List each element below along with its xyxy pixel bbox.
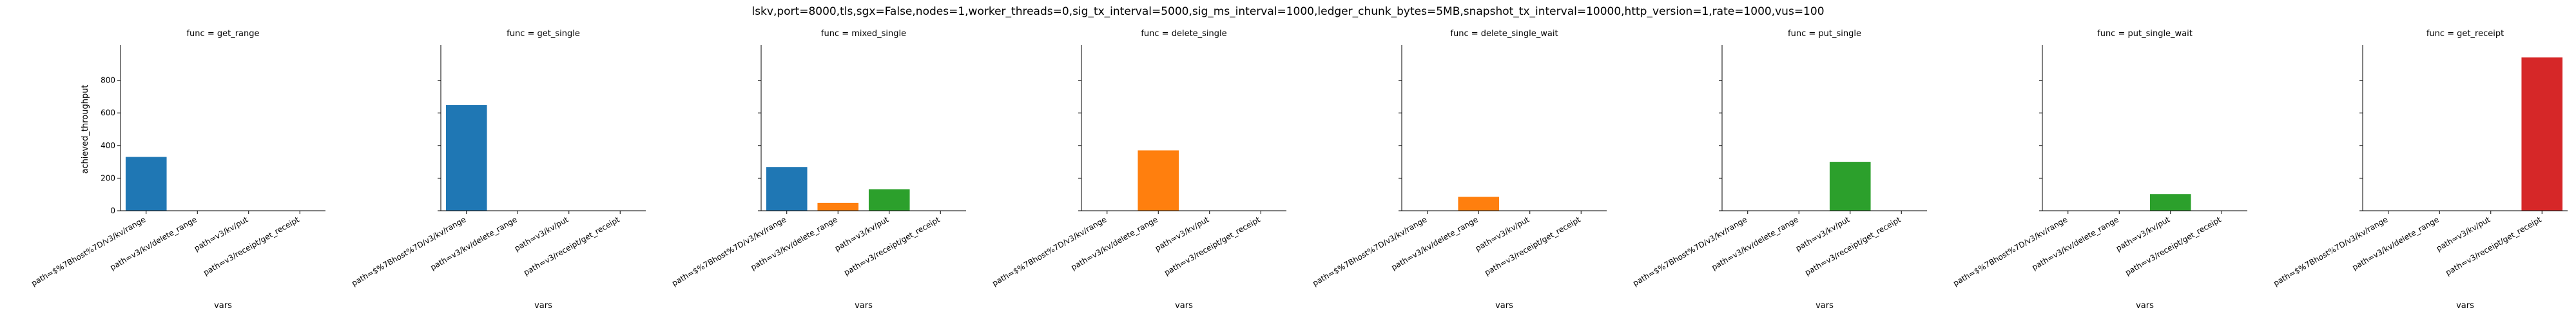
x-tick-label: path=v3/kv/delete_range [1390,215,1479,272]
figure-title: lskv,port=8000,tls,sgx=False,nodes=1,wor… [751,5,1825,18]
x-tick-label: path=v3/kv/delete_range [1710,215,1799,272]
x-tick-label: path=v3/kv/delete_range [1069,215,1159,272]
x-tick-label: path=v3/kv/delete_range [108,215,198,272]
x-tick-label: path=v3/kv/delete_range [2030,215,2120,272]
x-tick-label: path=v3/receipt/get_receipt [2124,215,2223,277]
x-tick-label: path=v3/kv/delete_range [749,215,838,272]
bar [2521,57,2563,211]
y-tick-label: 600 [101,108,115,117]
x-tick-label: path=v3/kv/delete_range [2350,215,2440,272]
y-axis-label: achieved_throughput [81,84,90,173]
panel-title: func = put_single_wait [2097,29,2193,39]
bar [125,157,167,211]
y-tick-label: 800 [101,76,115,85]
bar [766,167,808,211]
x-axis-label: vars [1175,301,1193,311]
bar [1458,197,1500,211]
y-tick-label: 0 [110,206,115,215]
x-axis-label: vars [534,301,552,311]
bar [868,189,910,211]
y-tick-label: 200 [101,173,115,182]
x-tick-label: path=v3/receipt/get_receipt [1483,215,1582,277]
x-tick-label: path=v3/receipt/get_receipt [842,215,942,277]
x-tick-label: path=v3/receipt/get_receipt [1163,215,1262,277]
x-tick-label: path=v3/kv/delete_range [429,215,518,272]
bar [1829,162,1871,211]
panel-title: func = delete_single [1141,29,1226,39]
panel-title: func = get_single [507,29,580,39]
bar [445,105,487,211]
x-tick-label: path=v3/receipt/get_receipt [1803,215,1903,277]
x-axis-label: vars [1816,301,1834,311]
x-axis-label: vars [855,301,873,311]
panel-title: func = get_receipt [2426,29,2504,39]
panel-title: func = get_range [186,29,259,39]
x-axis-label: vars [214,301,232,311]
panel-title: func = mixed_single [821,29,906,39]
x-axis-label: vars [2456,301,2474,311]
x-tick-label: path=v3/receipt/get_receipt [202,215,301,277]
panel-title: func = delete_single_wait [1450,29,1558,39]
x-tick-label: path=v3/receipt/get_receipt [2444,215,2543,277]
y-tick-label: 400 [101,141,115,150]
x-tick-label: path=v3/receipt/get_receipt [522,215,621,277]
x-axis-label: vars [1495,301,1513,311]
bar [1138,150,1179,211]
bar [2149,194,2191,211]
x-axis-label: vars [2136,301,2154,311]
bar [817,202,859,211]
panel-title: func = put_single [1788,29,1861,39]
